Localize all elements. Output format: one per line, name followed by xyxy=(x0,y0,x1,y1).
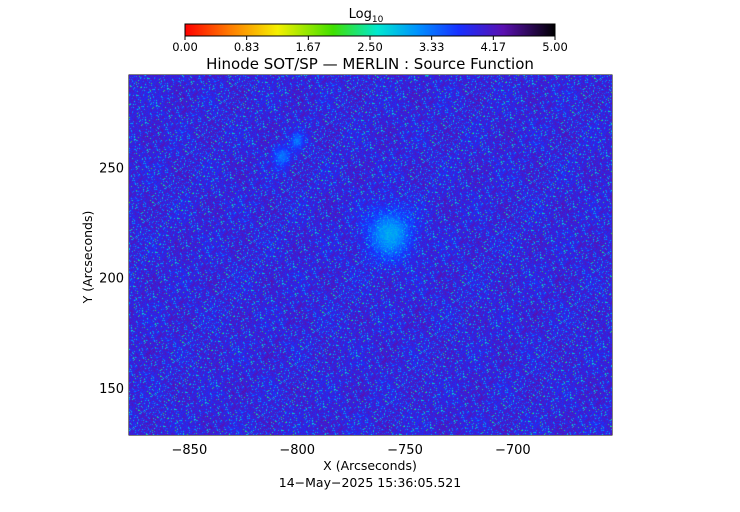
colorbar-gradient xyxy=(184,23,556,37)
colorbar-tick-label: 4.17 xyxy=(481,40,507,54)
y-tick-label: 200 xyxy=(99,272,124,287)
colorbar-tick-label: 0.83 xyxy=(234,40,260,54)
colorbar-tick-label: 2.50 xyxy=(357,40,383,54)
colorbar-title-subscript: 10 xyxy=(372,15,384,25)
timestamp: 14−May−2025 15:36:05.521 xyxy=(279,475,461,490)
x-tick-label: −750 xyxy=(387,443,423,458)
x-tick-label: −850 xyxy=(172,443,208,458)
x-tick-label: −700 xyxy=(495,443,531,458)
x-axis-label: X (Arcseconds) xyxy=(323,458,417,473)
y-axis-label: Y (Arcseconds) xyxy=(80,211,95,305)
colorbar-title: Log10 xyxy=(349,7,384,25)
colorbar-ticks: 0.00 0.83 1.67 2.50 3.33 4.17 5.00 xyxy=(172,36,568,54)
colorbar-tick-label: 3.33 xyxy=(419,40,445,54)
colorbar: Log10 0.00 0.83 1.67 2.50 3.33 4.17 5.00 xyxy=(172,7,568,54)
colorbar-tick-label: 1.67 xyxy=(296,40,322,54)
y-tick-label: 250 xyxy=(99,161,124,176)
colorbar-title-main: Log xyxy=(349,7,372,22)
colorbar-tick-label: 0.00 xyxy=(172,40,198,54)
plot-title: Hinode SOT/SP — MERLIN : Source Function xyxy=(206,55,534,73)
y-tick-label: 150 xyxy=(99,382,124,397)
x-tick-label: −800 xyxy=(279,443,315,458)
heatmap-image xyxy=(129,75,612,435)
colorbar-tick-label: 5.00 xyxy=(542,40,568,54)
x-axis-ticks: −850 −800 −750 −700 xyxy=(145,75,600,458)
